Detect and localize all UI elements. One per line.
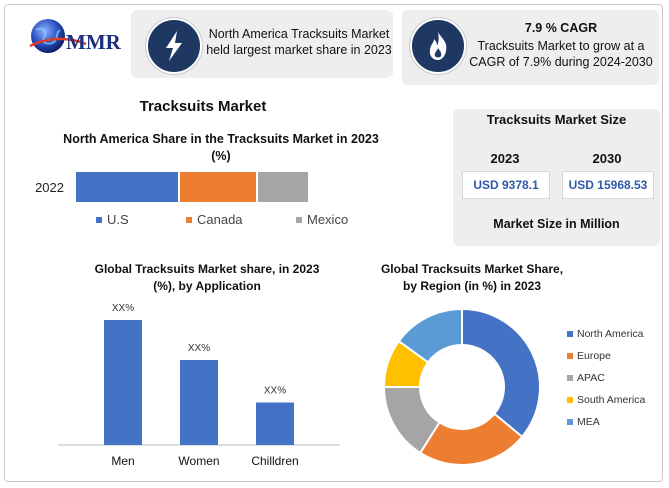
legend-label-canada: Canada (197, 212, 243, 227)
size-panel-footer: Market Size in Million (493, 217, 620, 231)
legend-swatch-europe (567, 353, 573, 359)
size-panel-title: Tracksuits Market Size (486, 112, 627, 127)
card1-line1: North America Tracksuits Market (208, 27, 390, 41)
legend-swatch-north-america (567, 331, 573, 337)
application-share-chart: XX% Men XX% Women XX% Chilldren (58, 303, 340, 468)
chart2-title-line2: (%), by Application (153, 279, 261, 293)
data-label-women: XX% (188, 343, 210, 354)
card1-badge (146, 18, 202, 74)
legend-label-apac: APAC (577, 372, 605, 384)
year-2030: 2030 (592, 151, 622, 166)
bar-segment-mexico (258, 172, 308, 202)
bar-segment-u-s (76, 172, 178, 202)
main-title: Tracksuits Market (139, 98, 267, 115)
card2-badge (410, 18, 466, 74)
slice-mea (397, 307, 463, 364)
tick-label-chilldren: Chilldren (251, 454, 298, 468)
cagr-title: 7.9 % CAGR (524, 21, 598, 35)
tick-label-women: Women (178, 454, 219, 468)
legend-swatch-canada (186, 217, 192, 223)
chart3-title-line2: by Region (in %) in 2023 (402, 279, 542, 293)
bar-women (180, 360, 218, 445)
year-2023: 2023 (490, 151, 520, 166)
logo: MMR (26, 16, 126, 60)
legend-label-mexico: Mexico (307, 212, 348, 227)
legend-swatch-u-s (96, 217, 102, 223)
bar-segment-canada (180, 172, 256, 202)
lightning-bolt-icon (166, 31, 182, 61)
legend-label-u-s: U.S (107, 212, 129, 227)
size-value-2030: USD 15968.53 (562, 171, 654, 199)
size-value-2023: USD 9378.1 (462, 171, 550, 199)
bar-men (104, 320, 142, 445)
logo-text: MMR (66, 30, 121, 54)
legend-swatch-apac (567, 375, 573, 381)
bar-chilldren (256, 402, 294, 445)
slice-north-america (461, 307, 541, 439)
tick-label-men: Men (111, 454, 134, 468)
card2-line2: CAGR of 7.9% during 2024-2030 (469, 55, 653, 69)
card1-line2: held largest market share in 2023 (206, 43, 392, 57)
north-america-share-chart: 2022 U.S Canada Mexico (35, 172, 348, 227)
legend-swatch-mea (567, 419, 573, 425)
chart3-title-line1: Global Tracksuits Market Share, (380, 262, 564, 276)
chart1-title-line2: (%) (211, 149, 231, 163)
chart2-title-line1: Global Tracksuits Market share, in 2023 (94, 262, 320, 276)
legend-label-mea: MEA (577, 416, 600, 428)
card2-line1: Tracksuits Market to grow at a (477, 39, 645, 53)
legend-label-europe: Europe (577, 350, 611, 362)
globe-icon (29, 19, 87, 53)
legend-swatch-mexico (296, 217, 302, 223)
data-label-men: XX% (112, 303, 134, 314)
data-label-chilldren: XX% (264, 386, 286, 397)
legend-label-south-america: South America (577, 394, 645, 406)
flame-icon (429, 32, 447, 60)
chart1-title-line1: North America Share in the Tracksuits Ma… (63, 132, 379, 146)
legend-label-north-america: North America (577, 328, 644, 340)
legend-swatch-south-america (567, 397, 573, 403)
category-label-2022: 2022 (35, 180, 64, 195)
infographic-frame (4, 4, 663, 482)
region-share-donut-chart: North America Europe APAC South America MEA (382, 307, 645, 466)
